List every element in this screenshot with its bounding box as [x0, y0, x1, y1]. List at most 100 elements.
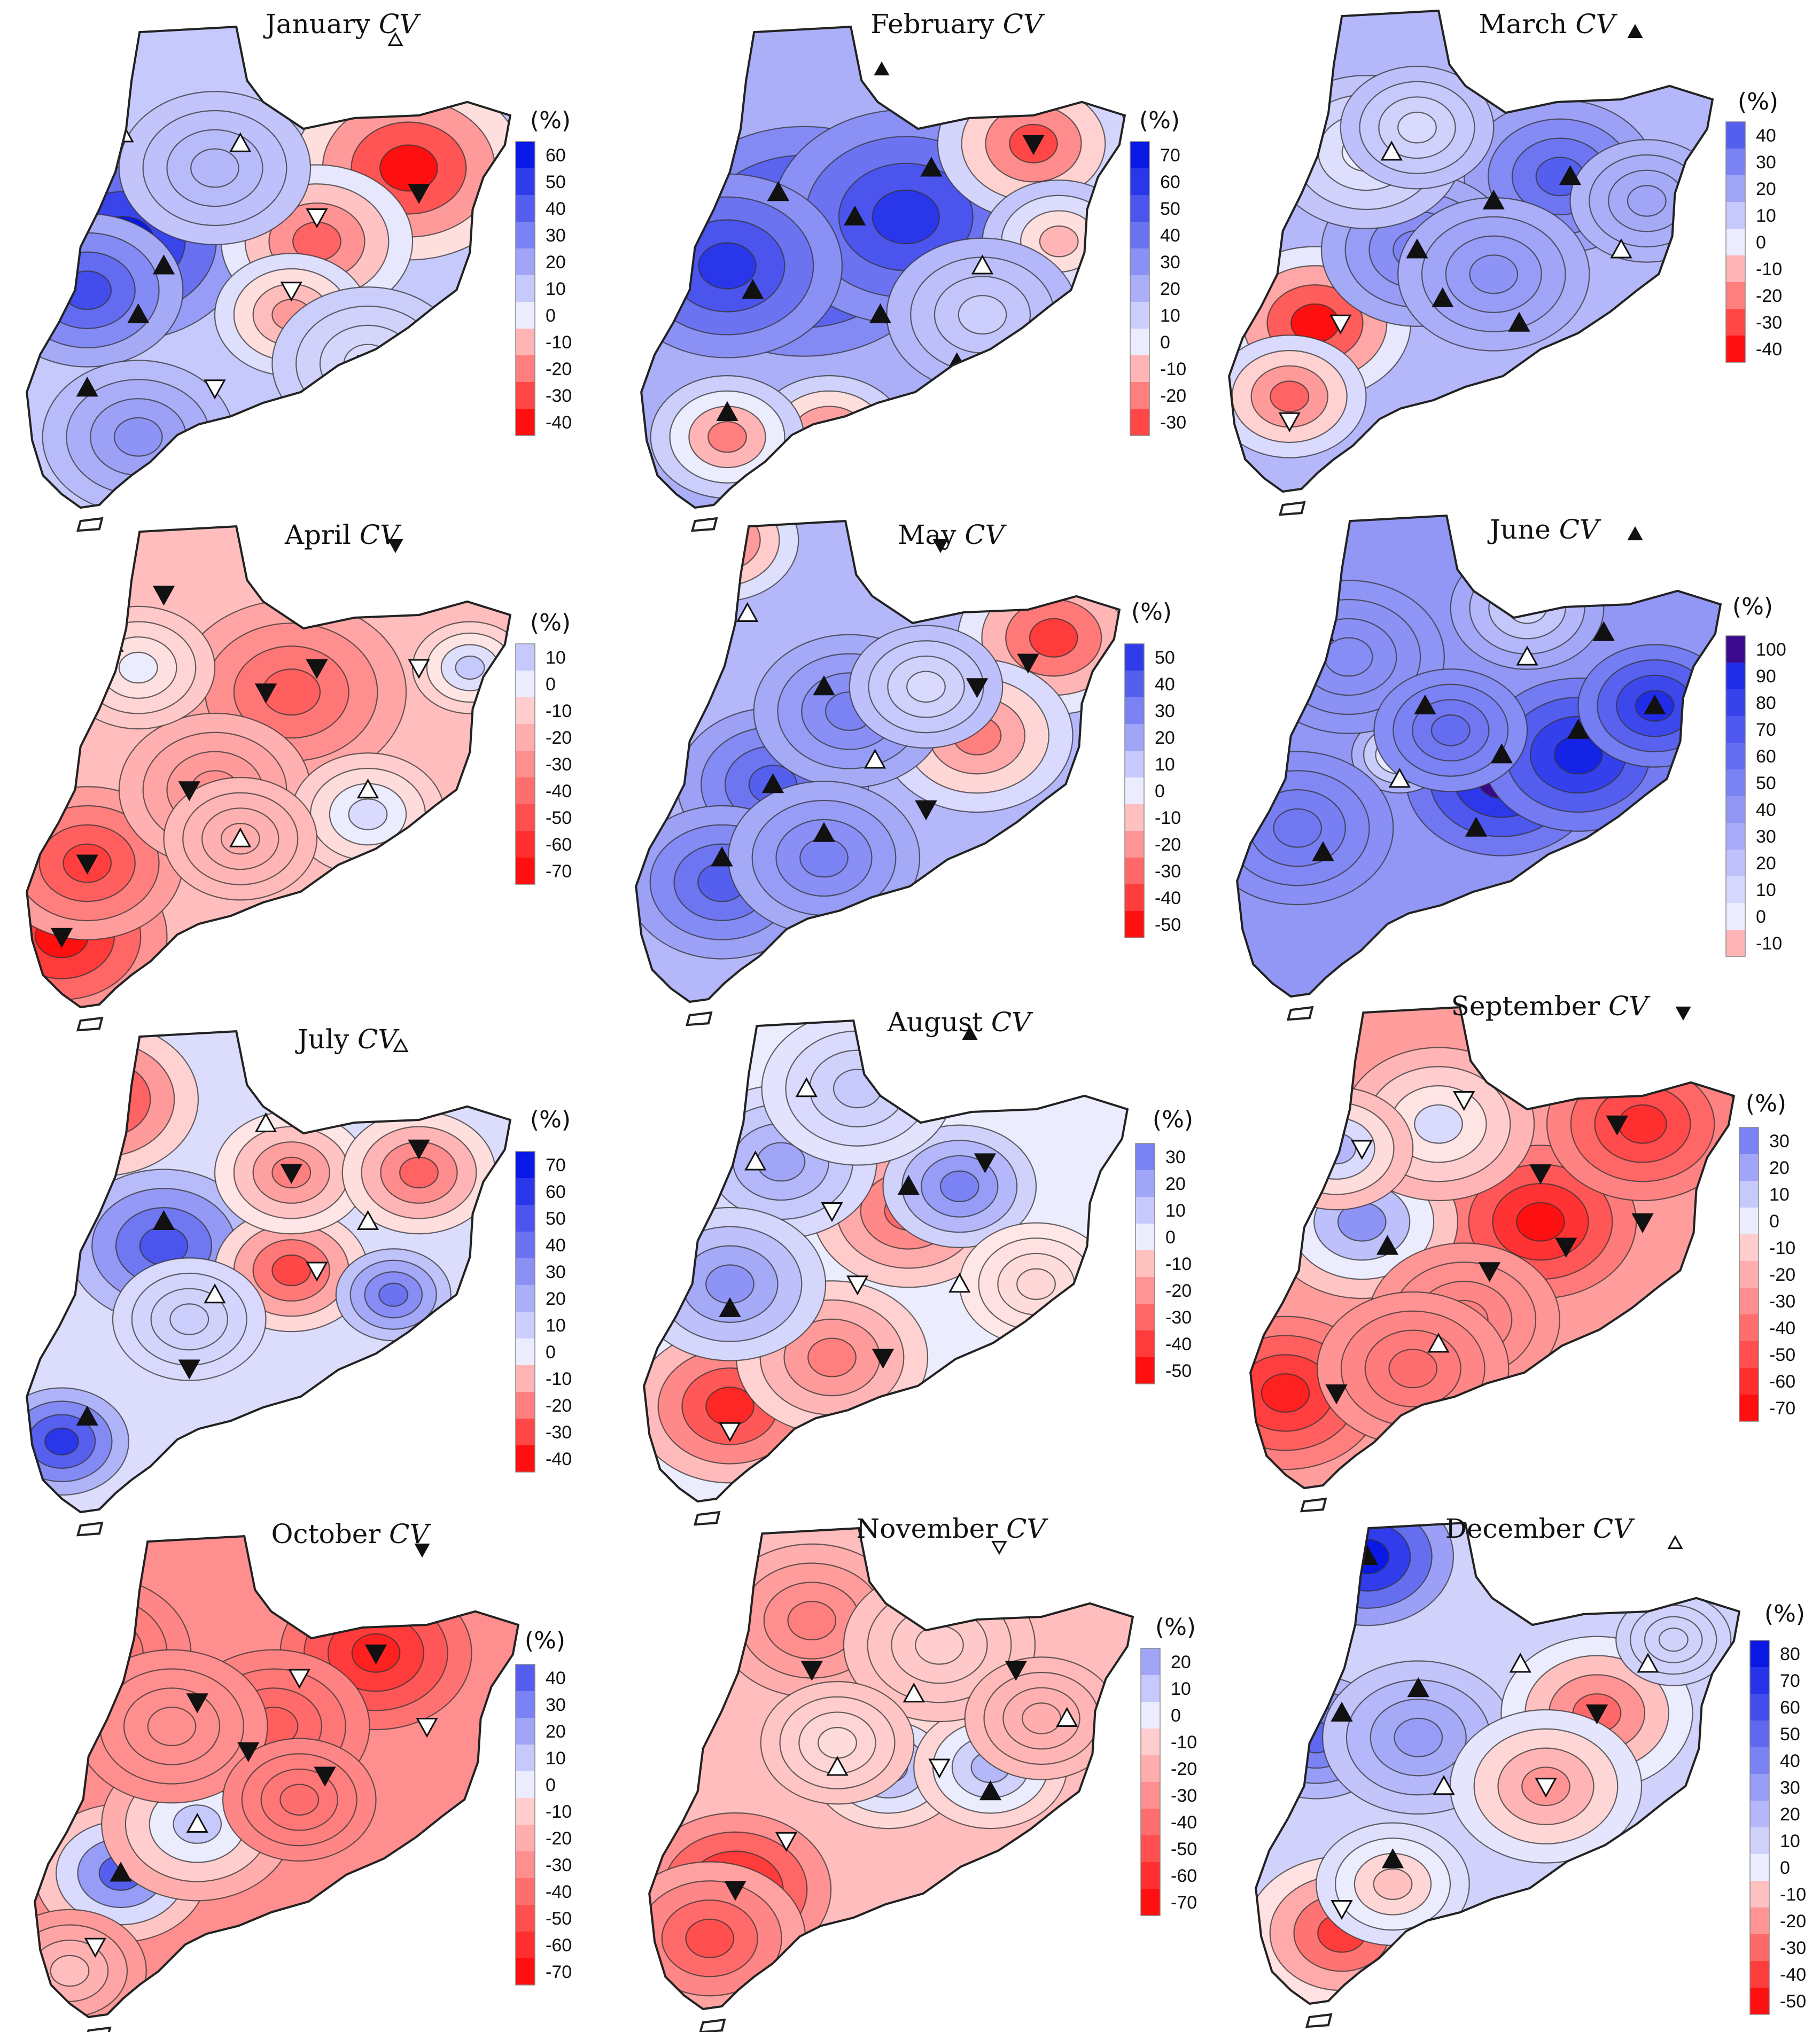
- isoline: [707, 421, 747, 453]
- legend-swatch: [1726, 255, 1745, 282]
- corner-marker-icon: [387, 32, 403, 46]
- legend-swatch: [516, 275, 535, 302]
- isoline: [1229, 334, 1367, 458]
- legend-swatch: [1141, 1675, 1160, 1702]
- isoline: [252, 1239, 330, 1302]
- isoline: [50, 1955, 90, 1987]
- contour-region: [1029, 618, 1078, 657]
- legend-tick-label: 100: [1756, 640, 1786, 660]
- isoline: [220, 822, 260, 855]
- panel-march: 40 30 20 10 0 -10 -20 -30 -40: [1213, 5, 1782, 516]
- decrease-trend-significant-marker: [1325, 1384, 1348, 1405]
- isoline: [27, 1400, 113, 1483]
- legend-swatch: [516, 329, 535, 355]
- increase-trend-significant-marker: [1312, 841, 1334, 861]
- legend-colorbar-march: 40 30 20 10 0 -10 -20 -30 -40: [1725, 121, 1782, 363]
- isoline: [260, 1768, 338, 1831]
- increase-trend-nonsignificant-marker: [1312, 621, 1334, 641]
- isoline: [882, 1124, 1037, 1248]
- isoline: [1473, 1728, 1619, 1844]
- legend-tick-label: -30: [1165, 1307, 1192, 1328]
- increase-trend-nonsignificant-marker: [1304, 91, 1326, 112]
- legend-tick-label: 90: [1756, 666, 1776, 687]
- isoline: [112, 1257, 267, 1381]
- legend-swatch: [516, 1798, 535, 1825]
- isoline: [1397, 111, 1437, 144]
- panel-title-june: June CV: [1487, 514, 1601, 545]
- legend-swatch: [516, 1178, 535, 1205]
- panel-title-may: May CV: [898, 519, 1007, 550]
- ebro-delta-island-shape: [690, 517, 718, 532]
- increase-trend-significant-marker: [761, 773, 784, 793]
- legend-tick-label: -20: [1171, 1759, 1197, 1779]
- contour-region: [1389, 1349, 1437, 1388]
- isoline: [271, 1254, 312, 1287]
- increase-trend-nonsignificant-marker: [1056, 1707, 1078, 1727]
- isoline: [1469, 254, 1519, 294]
- legend-tick-label: 40: [546, 199, 566, 219]
- legend-swatch: [516, 1419, 535, 1445]
- legend-swatch: [516, 804, 535, 831]
- isoline: [644, 1206, 827, 1361]
- contour-region: [872, 190, 939, 244]
- isoline: [641, 196, 814, 336]
- legend-tick-label: 30: [1756, 827, 1776, 847]
- legend-tick-label: 20: [1756, 179, 1776, 199]
- legend-swatch: [1726, 743, 1745, 769]
- legend-swatch: [1130, 302, 1149, 329]
- legend-tick-label: 20: [546, 1289, 566, 1309]
- legend-frame: [1124, 643, 1145, 938]
- legend-tick-label: -40: [1165, 1334, 1192, 1354]
- legend-tick-label: -60: [1171, 1866, 1197, 1886]
- legend-swatch: [1130, 275, 1149, 302]
- contour-region: [1273, 808, 1322, 847]
- isoline: [279, 1784, 320, 1816]
- decrease-trend-significant-marker: [1005, 1661, 1027, 1681]
- isoline: [1394, 1717, 1443, 1757]
- isoline: [1039, 225, 1079, 258]
- isoline: [241, 1753, 357, 1847]
- panel-title-february: February CV: [870, 9, 1045, 40]
- legend-swatch: [516, 409, 535, 435]
- decrease-trend-significant-marker: [408, 184, 430, 204]
- isoline: [1340, 66, 1495, 190]
- increase-trend-nonsignificant-marker: [1388, 768, 1411, 788]
- legend-tick-label: -50: [1780, 1991, 1806, 2012]
- isoline: [1364, 1329, 1461, 1407]
- legend-swatch: [1750, 1854, 1769, 1881]
- legend-swatch: [516, 1745, 535, 1771]
- isoline: [1569, 139, 1713, 263]
- contour-region: [262, 669, 320, 715]
- legend-swatch: [516, 248, 535, 275]
- increase-trend-significant-marker: [1490, 743, 1513, 764]
- decrease-trend-significant-marker: [915, 800, 937, 821]
- legend-swatch: [1739, 1314, 1759, 1341]
- legend-swatch: [516, 1258, 535, 1285]
- legend-unit-august: (%): [1153, 1106, 1193, 1133]
- legend-swatch: [1141, 1729, 1160, 1755]
- isoline: [1497, 1747, 1595, 1825]
- contour-region: [139, 1226, 188, 1265]
- decrease-trend-nonsignificant-marker: [1329, 314, 1352, 334]
- legend-tick-label: -10: [1155, 808, 1181, 828]
- legend-swatch: [516, 1445, 535, 1472]
- isoline: [1016, 1268, 1056, 1301]
- legend-tick-label: 10: [1756, 880, 1776, 900]
- legend-swatch: [1750, 1774, 1769, 1801]
- increase-trend-nonsignificant-marker: [1427, 1333, 1450, 1353]
- legend-colorbar-may: 50 40 30 20 10 0 -10 -20 -30 -40 -50: [1124, 643, 1181, 938]
- isoline: [1378, 96, 1456, 159]
- legend-swatch: [1739, 1341, 1759, 1368]
- legend-tick-label: 70: [1780, 1671, 1800, 1691]
- map-january: [0, 21, 524, 532]
- isoline: [1412, 699, 1490, 762]
- contour-region: [71, 1633, 120, 1672]
- legend-colorbar-january: 60 50 40 30 20 10 0 -10 -20 -30 -40: [515, 141, 572, 436]
- increase-trend-nonsignificant-marker: [826, 1756, 849, 1776]
- legend-tick-label: -30: [1160, 412, 1186, 433]
- decrease-trend-nonsignificant-marker: [306, 1262, 328, 1282]
- legend-swatch: [1739, 1234, 1759, 1261]
- legend-swatch: [516, 222, 535, 248]
- legend-swatch: [1135, 1304, 1155, 1330]
- legend-tick-label: -50: [1165, 1361, 1192, 1381]
